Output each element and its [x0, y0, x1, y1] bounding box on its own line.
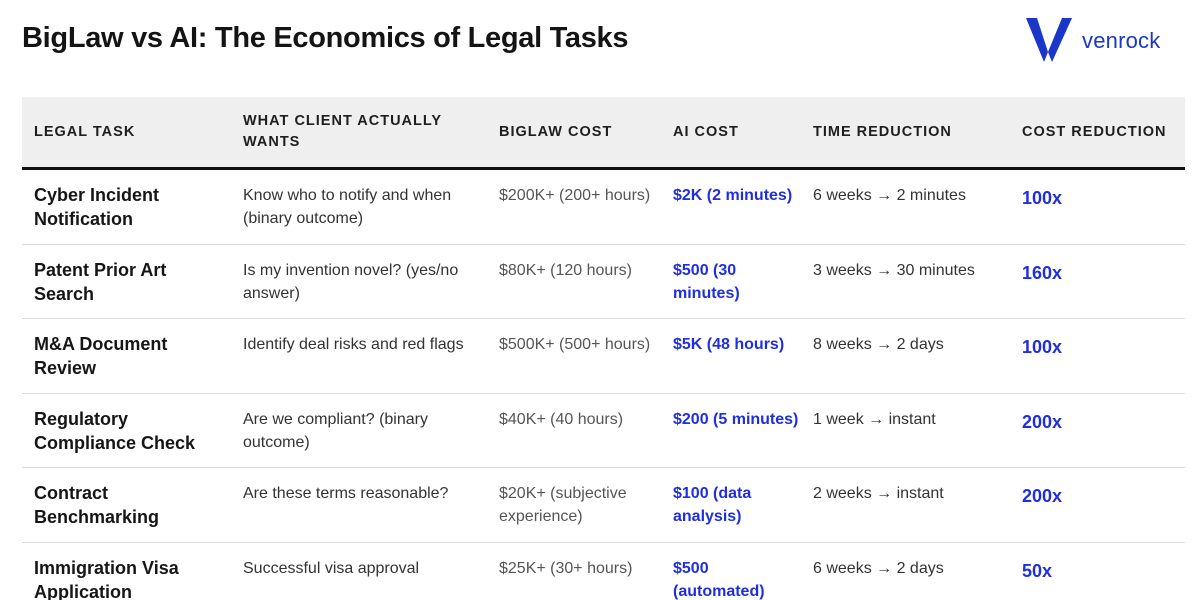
client-wants-cell: Identify deal risks and red flags — [243, 336, 464, 353]
header-legal-task: LEGAL TASK — [34, 123, 136, 140]
legal-task-cell: Regulatory Compliance Check — [34, 408, 196, 453]
legal-task-cell: M&A Document Review — [34, 334, 168, 378]
client-wants-cell: Is my invention novel? (yes/no answer) — [243, 261, 459, 302]
ai-cost-cell: $200 (5 minutes) — [673, 410, 799, 428]
table-row: Cyber Incident Notification Know who to … — [22, 170, 1185, 245]
cost-reduction-cell: 200x — [1022, 486, 1063, 506]
table-row: Immigration Visa Application Successful … — [22, 543, 1185, 600]
legal-task-cell: Contract Benchmarking — [34, 483, 160, 527]
header-client-wants: WHAT CLIENT ACTUALLY WANTS — [243, 113, 442, 150]
client-wants-cell: Are these terms reasonable? — [243, 485, 449, 502]
time-reduction-cell: 6 weeks → 2 minutes — [813, 187, 966, 204]
ai-cost-cell: $500 (automated) — [673, 559, 765, 600]
biglaw-cost-cell: $80K+ (120 hours) — [499, 261, 632, 279]
cost-reduction-cell: 200x — [1022, 411, 1063, 432]
venrock-v-icon — [1026, 18, 1072, 62]
biglaw-cost-cell: $25K+ (30+ hours) — [499, 559, 633, 577]
client-wants-cell: Know who to notify and when (binary outc… — [243, 187, 452, 227]
legal-task-cell: Cyber Incident Notification — [34, 185, 160, 229]
venrock-logo: venrock — [1024, 16, 1160, 64]
page-title: BigLaw vs AI: The Economics of Legal Tas… — [22, 22, 629, 54]
cost-reduction-cell: 160x — [1022, 262, 1063, 283]
client-wants-cell: Are we compliant? (binary outcome) — [243, 410, 428, 451]
table-header: LEGAL TASK WHAT CLIENT ACTUALLY WANTS BI… — [22, 97, 1185, 170]
header-time-reduction: TIME REDUCTION — [813, 123, 952, 140]
legal-task-cell: Immigration Visa Application — [34, 557, 179, 600]
ai-cost-cell: $500 (30 minutes) — [673, 261, 740, 302]
time-reduction-cell: 1 week → instant — [813, 410, 936, 428]
biglaw-cost-cell: $40K+ (40 hours) — [499, 410, 624, 428]
cost-reduction-cell: 100x — [1022, 188, 1063, 208]
table-row: Contract Benchmarking Are these terms re… — [22, 468, 1185, 543]
ai-cost-cell: $100 (data analysis) — [673, 485, 752, 525]
ai-cost-cell: $5K (48 hours) — [673, 336, 785, 353]
table-row: Regulatory Compliance Check Are we compl… — [22, 394, 1185, 468]
time-reduction-cell: 6 weeks → 2 days — [813, 559, 944, 577]
ai-cost-cell: $2K (2 minutes) — [673, 187, 793, 204]
header-ai-cost: AI COST — [673, 123, 739, 140]
cost-reduction-cell: 50x — [1022, 560, 1053, 581]
biglaw-cost-cell: $500K+ (500+ hours) — [499, 336, 651, 353]
table-row: Patent Prior Art Search Is my invention … — [22, 245, 1185, 319]
cost-reduction-cell: 100x — [1022, 337, 1063, 357]
time-reduction-cell: 3 weeks → 30 minutes — [813, 261, 975, 279]
comparison-table: LEGAL TASK WHAT CLIENT ACTUALLY WANTS BI… — [22, 97, 1185, 600]
time-reduction-cell: 2 weeks → instant — [813, 485, 944, 502]
biglaw-cost-cell: $200K+ (200+ hours) — [499, 187, 651, 204]
biglaw-cost-cell: $20K+ (subjective experience) — [499, 485, 627, 525]
time-reduction-cell: 8 weeks → 2 days — [813, 336, 944, 353]
header-biglaw-cost: BIGLAW COST — [499, 123, 613, 140]
client-wants-cell: Successful visa approval — [243, 559, 420, 577]
logo-wordmark: venrock — [1082, 28, 1161, 53]
table-row: M&A Document Review Identify deal risks … — [22, 319, 1185, 394]
header-cost-reduction: COST REDUCTION — [1022, 123, 1167, 140]
legal-task-cell: Patent Prior Art Search — [34, 259, 167, 304]
